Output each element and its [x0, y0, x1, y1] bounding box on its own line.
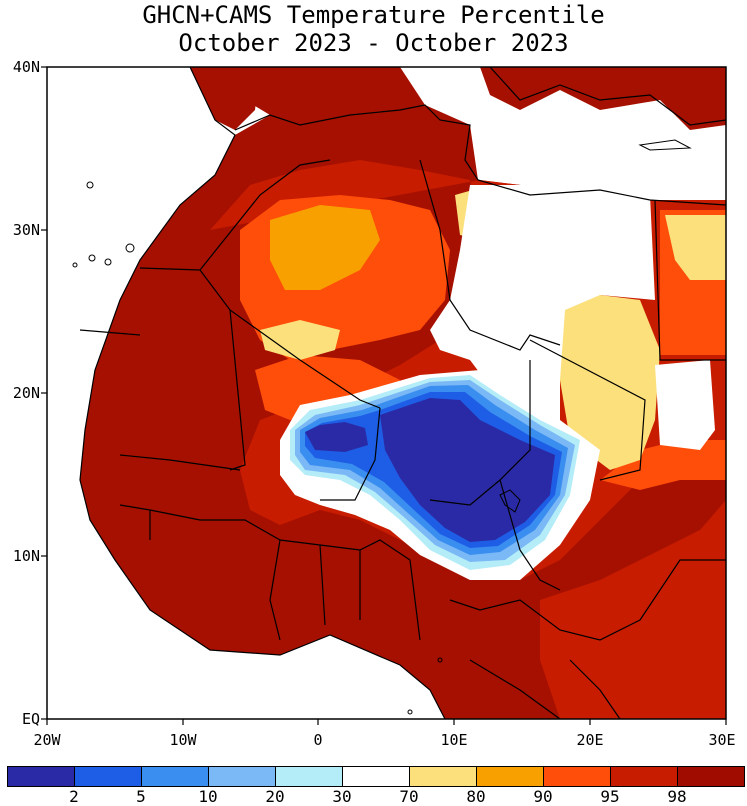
map-subtitle: October 2023 - October 2023	[178, 29, 569, 57]
p80-area-west	[270, 205, 380, 290]
y-label-eq: EQ	[21, 710, 40, 728]
x-label-30e: 30E	[708, 731, 736, 749]
p70-area-northeast	[665, 215, 726, 280]
p90-area-east	[600, 440, 726, 490]
legend-swatch	[477, 767, 544, 786]
legend-swatch	[544, 767, 611, 786]
legend-swatch	[611, 767, 678, 786]
y-label-30n: 30N	[12, 221, 40, 239]
legend-label-98: 98	[667, 787, 687, 806]
legend-swatch	[209, 767, 276, 786]
p80-area-central	[260, 320, 340, 360]
legend-label-80: 80	[466, 787, 486, 806]
legend-label-10: 10	[198, 787, 218, 806]
p70-area-east	[560, 295, 660, 470]
x-label-20e: 20E	[576, 731, 604, 749]
land-region-east	[540, 500, 726, 719]
y-label-40n: 40N	[12, 58, 40, 76]
p2-area-central	[380, 398, 555, 542]
legend-swatch	[142, 767, 209, 786]
legend-label-30: 30	[332, 787, 352, 806]
normal-area-east	[655, 360, 715, 450]
p2-area-west	[305, 422, 368, 452]
legend-label-20: 20	[265, 787, 285, 806]
country-borders	[79, 67, 726, 719]
x-label-10e: 10E	[440, 731, 468, 749]
legend-label-2: 2	[69, 787, 79, 806]
normal-area-libya-egypt	[430, 185, 655, 430]
legend-swatch	[343, 767, 410, 786]
y-label-20n: 20N	[12, 384, 40, 402]
map-title: GHCN+CAMS Temperature Percentile	[142, 1, 605, 29]
p90-area-center	[255, 355, 400, 420]
legend-swatch	[276, 767, 343, 786]
axis-ticks	[41, 66, 727, 725]
x-label-0: 0	[313, 731, 323, 749]
legend-swatch	[678, 767, 744, 786]
legend-swatch	[8, 767, 75, 786]
land-region-balkans	[480, 67, 726, 130]
legend-swatch	[410, 767, 477, 786]
legend-label-70: 70	[399, 787, 419, 806]
land-region-north	[190, 67, 260, 130]
x-label-10w: 10W	[169, 731, 197, 749]
legend-label-90: 90	[533, 787, 553, 806]
y-label-10n: 10N	[12, 547, 40, 565]
x-label-20w: 20W	[33, 731, 61, 749]
legend-colorbar	[7, 766, 745, 787]
legend-swatch	[75, 767, 142, 786]
islands	[72, 139, 692, 715]
legend-label-5: 5	[136, 787, 146, 806]
legend-label-95: 95	[600, 787, 620, 806]
